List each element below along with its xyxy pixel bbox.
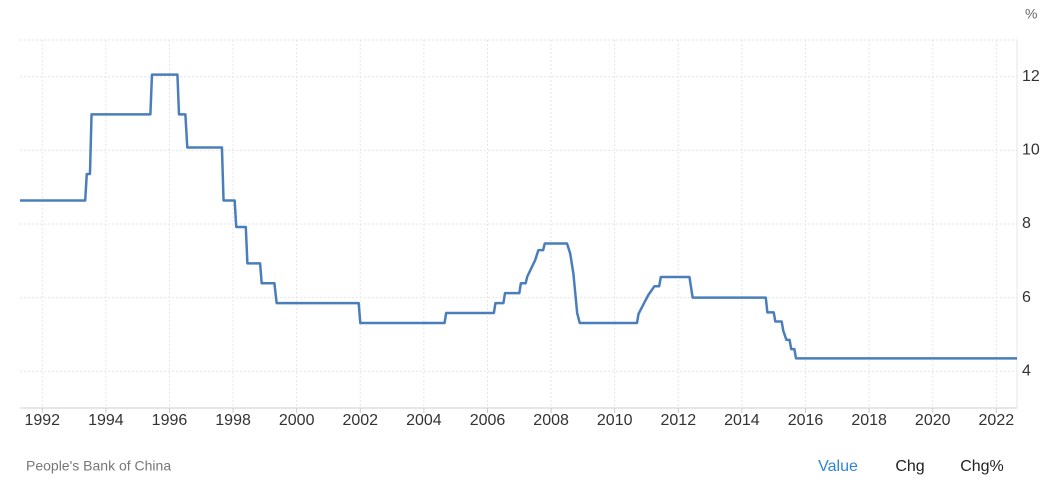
x-tick-label: 1996: [152, 412, 188, 429]
y-tick-label: 4: [1022, 362, 1031, 379]
x-tick-label: 2000: [279, 412, 315, 429]
tab[interactable]: Chg: [895, 458, 924, 475]
x-tick-label: 2010: [597, 412, 633, 429]
source: People's Bank of China: [26, 458, 171, 474]
x-tick-label: 2020: [915, 412, 951, 429]
y-tick-label: 6: [1022, 289, 1031, 306]
x-tick-label: 2008: [533, 412, 569, 429]
x-tick-label: 2004: [406, 412, 442, 429]
x-tick-label: 2014: [724, 412, 760, 429]
y-unit: %: [1025, 6, 1037, 22]
y-tick-label: 8: [1022, 215, 1031, 232]
x-tick-label: 2016: [788, 412, 824, 429]
line: [20, 73, 1017, 360]
x-tick-label: 2018: [851, 412, 887, 429]
x-tick-label: 2012: [661, 412, 697, 429]
tab[interactable]: Chg%: [960, 458, 1004, 475]
tab[interactable]: Value: [818, 458, 858, 475]
x-tick-label: 1994: [88, 412, 124, 429]
x-tick-label: 2006: [470, 412, 506, 429]
x-tick-label: 1992: [24, 412, 60, 429]
x-tick-label: 2002: [342, 412, 378, 429]
x-tick-label: 2022: [979, 412, 1015, 429]
y-tick-label: 10: [1022, 142, 1040, 159]
x-tick-label: 1998: [215, 412, 251, 429]
y-tick-label: 12: [1022, 68, 1040, 85]
